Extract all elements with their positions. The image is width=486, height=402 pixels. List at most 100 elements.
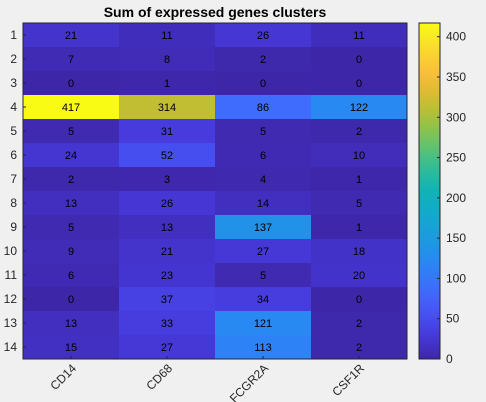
x-tick-label: CSF1R bbox=[329, 361, 367, 399]
cell-value-label: 24 bbox=[65, 150, 77, 162]
heatmap-cell bbox=[23, 311, 120, 336]
cell-value-label: 417 bbox=[62, 102, 80, 114]
cell-value-label: 2 bbox=[356, 318, 362, 330]
cell-value-label: 314 bbox=[158, 102, 176, 114]
heatmap-cell bbox=[23, 335, 120, 360]
cell-value-label: 121 bbox=[254, 318, 272, 330]
cell-value-label: 14 bbox=[257, 198, 269, 210]
cell-value-label: 86 bbox=[257, 102, 269, 114]
heatmap-cell bbox=[119, 47, 216, 72]
cell-value-label: 3 bbox=[164, 174, 170, 186]
cell-value-label: 15 bbox=[65, 342, 77, 354]
y-tick-label: 5 bbox=[10, 124, 17, 138]
heatmap-cell bbox=[215, 47, 312, 72]
cell-value-label: 13 bbox=[161, 222, 173, 234]
cell-value-label: 1 bbox=[164, 78, 170, 90]
cell-value-label: 13 bbox=[65, 318, 77, 330]
heatmap-cell bbox=[23, 23, 120, 48]
cell-value-label: 37 bbox=[161, 294, 173, 306]
cell-value-label: 0 bbox=[68, 294, 74, 306]
cell-value-label: 10 bbox=[353, 150, 365, 162]
cell-value-label: 6 bbox=[260, 150, 266, 162]
heatmap-cell bbox=[215, 23, 312, 48]
cell-value-label: 0 bbox=[356, 78, 362, 90]
cell-value-label: 9 bbox=[68, 246, 74, 258]
cell-value-label: 2 bbox=[68, 174, 74, 186]
heatmap-cell bbox=[311, 191, 408, 216]
cell-value-label: 5 bbox=[356, 198, 362, 210]
heatmap-cell bbox=[119, 287, 216, 312]
cell-value-label: 0 bbox=[356, 54, 362, 66]
heatmap-cell bbox=[119, 263, 216, 288]
heatmap-cell bbox=[23, 119, 120, 144]
cell-value-label: 27 bbox=[257, 246, 269, 258]
heatmap-cell bbox=[119, 119, 216, 144]
heatmap-cell bbox=[119, 191, 216, 216]
heatmap-cell bbox=[23, 215, 120, 240]
cell-value-label: 1 bbox=[356, 222, 362, 234]
x-axis: CD14 CD68 FCGR2A CSF1R bbox=[48, 356, 367, 402]
y-tick-label: 8 bbox=[10, 196, 17, 210]
colorbar-tick-label: 100 bbox=[446, 271, 466, 285]
heatmap-cell bbox=[119, 143, 216, 168]
y-tick-label: 7 bbox=[10, 172, 17, 186]
heatmap-cell bbox=[311, 71, 408, 96]
heatmap-cell bbox=[215, 335, 312, 360]
heatmap-cell bbox=[215, 191, 312, 216]
heatmap-cell bbox=[215, 143, 312, 168]
y-tick-label: 14 bbox=[4, 340, 18, 354]
plot-area-frame bbox=[22, 22, 408, 360]
heatmap-cell bbox=[311, 215, 408, 240]
cell-value-label: 0 bbox=[260, 78, 266, 90]
cell-value-label: 113 bbox=[254, 342, 272, 354]
cell-value-label: 5 bbox=[260, 270, 266, 282]
heatmap-cell bbox=[215, 311, 312, 336]
cell-value-label: 0 bbox=[356, 294, 362, 306]
heatmap-cell bbox=[215, 287, 312, 312]
heatmap-cell bbox=[119, 311, 216, 336]
cell-value-label: 11 bbox=[353, 30, 364, 42]
cell-value-label: 26 bbox=[161, 198, 173, 210]
heatmap-cell bbox=[23, 287, 120, 312]
cell-value-label: 33 bbox=[161, 318, 173, 330]
cell-value-label: 6 bbox=[68, 270, 74, 282]
heatmap-cell bbox=[311, 23, 408, 48]
heatmap-cell bbox=[215, 167, 312, 192]
heatmap-cell bbox=[215, 215, 312, 240]
heatmap-cell bbox=[23, 71, 120, 96]
heatmap-cell bbox=[23, 167, 120, 192]
heatmap-cell bbox=[215, 95, 312, 120]
heatmap-cell bbox=[23, 143, 120, 168]
cell-value-label: 27 bbox=[161, 342, 173, 354]
y-tick-label: 2 bbox=[10, 52, 17, 66]
y-tick-label: 13 bbox=[4, 316, 18, 330]
y-tick-label: 11 bbox=[5, 268, 18, 282]
heatmap-cell bbox=[311, 95, 408, 120]
heatmap-cell bbox=[311, 119, 408, 144]
colorbar-tick-label: 250 bbox=[446, 151, 466, 165]
y-tick-label: 4 bbox=[10, 100, 17, 114]
heatmap-cell bbox=[23, 263, 120, 288]
cell-value-label: 26 bbox=[257, 30, 269, 42]
cell-value-label: 18 bbox=[353, 246, 365, 258]
heatmap-cell bbox=[119, 215, 216, 240]
heatmap-cell bbox=[215, 119, 312, 144]
heatmap-cell bbox=[215, 71, 312, 96]
heatmap-cell bbox=[119, 167, 216, 192]
colorbar-tick-label: 300 bbox=[446, 110, 466, 124]
colorbar-tick-label: 350 bbox=[446, 70, 466, 84]
heatmap-cell bbox=[119, 95, 216, 120]
cell-value-label: 11 bbox=[161, 30, 172, 42]
colorbar-tick-label: 200 bbox=[446, 191, 466, 205]
cell-value-label: 8 bbox=[164, 54, 170, 66]
heatmap-cell bbox=[119, 71, 216, 96]
cell-value-label: 7 bbox=[68, 54, 74, 66]
colorbar-tick-label: 150 bbox=[446, 231, 466, 245]
cell-value-label: 0 bbox=[68, 78, 74, 90]
cell-value-label: 137 bbox=[254, 222, 272, 234]
y-tick-label: 10 bbox=[4, 244, 18, 258]
y-tick-label: 9 bbox=[10, 220, 17, 234]
heatmap-cell bbox=[23, 95, 120, 120]
